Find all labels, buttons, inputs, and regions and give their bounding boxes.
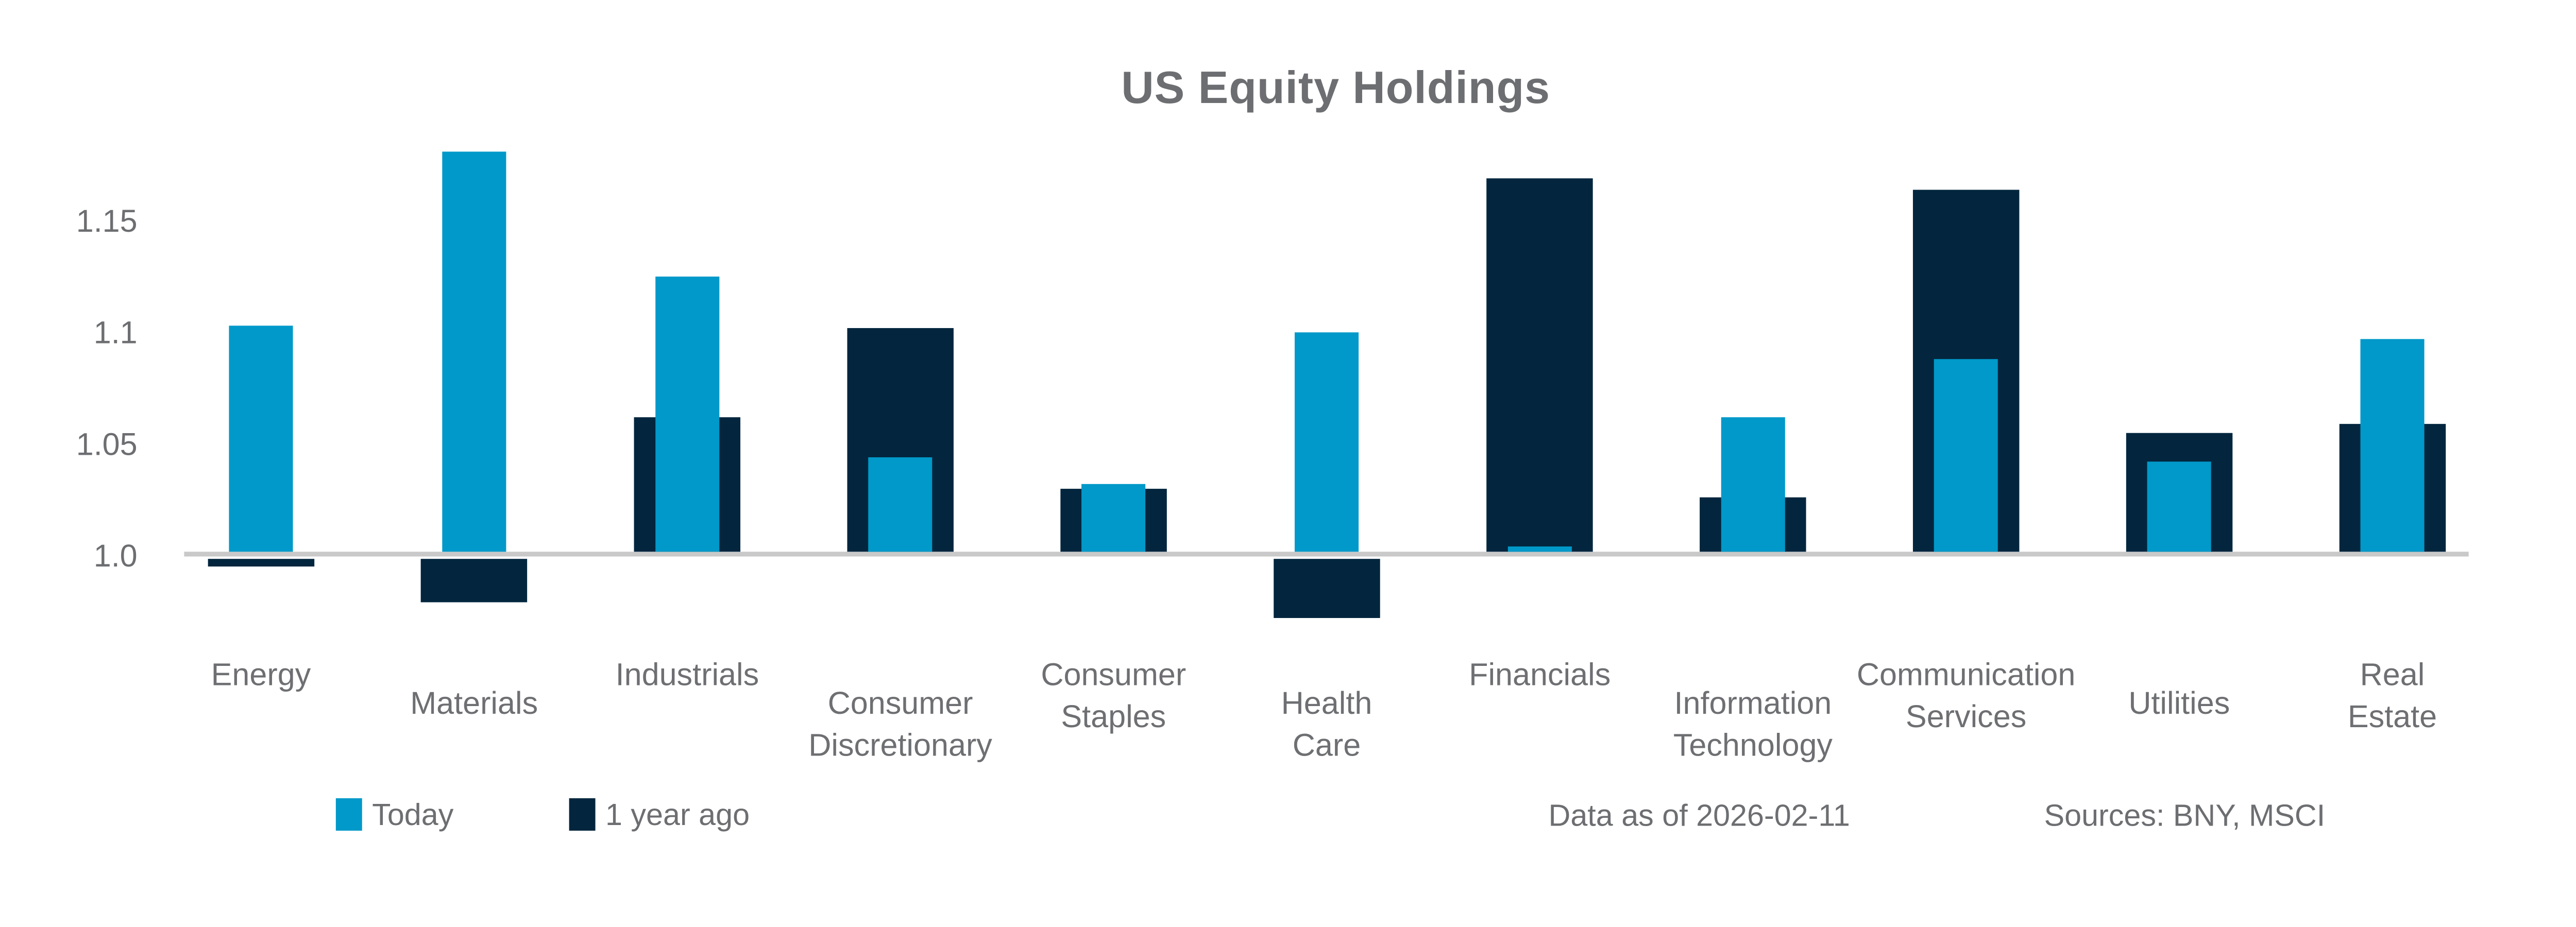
bar-1-year-ago-materials <box>420 559 528 603</box>
legend-label: 1 year ago <box>605 797 750 832</box>
x-axis-label-real-estate: Real Estate <box>2347 657 2437 734</box>
y-axis-tick-label: 1.1 <box>93 315 138 350</box>
x-axis-label-consumer-staples: Consumer Staples <box>1041 657 1187 734</box>
bar-today-energy <box>229 325 293 552</box>
x-axis-label-materials: Materials <box>410 685 538 721</box>
y-axis-tick-label: 1.15 <box>76 203 138 238</box>
legend-swatch-today <box>335 798 362 831</box>
bar-today-communication-services <box>1934 359 1998 552</box>
chart-canvas: US Equity Holdings 1.0 1.05 1.1 1.15 Energy… <box>76 62 2469 833</box>
x-axis-label-utilities: Utilities <box>2128 685 2230 721</box>
bar-today-consumer-staples <box>1081 484 1146 552</box>
x-axis-label-communication-services: Communication Services <box>1856 657 2076 734</box>
bar-1-year-ago-energy <box>208 559 314 567</box>
bar-today-real-estate <box>2360 339 2425 552</box>
x-axis-label-information-technology: Information Technology <box>1673 685 1833 763</box>
y-axis-tick-label: 1.05 <box>76 426 138 462</box>
bar-today-health-care <box>1294 332 1359 552</box>
bar-today-industrials <box>655 277 719 552</box>
bar-today-consumer-discretionary <box>868 457 933 552</box>
bar-today-utilities <box>2147 461 2211 552</box>
bar-1-year-ago-financials <box>1486 178 1593 552</box>
legend-swatch-1-year-ago <box>569 798 596 831</box>
bar-today-financials <box>1507 546 1572 552</box>
x-axis-label-consumer-discretionary: Consumer Discretionary <box>808 685 992 763</box>
chart-title: US Equity Holdings <box>1121 62 1550 113</box>
bar-1-year-ago-health-care <box>1273 559 1380 618</box>
x-axis-label-energy: Energy <box>211 657 311 692</box>
x-axis-label-health-care: Health Care <box>1281 685 1372 763</box>
x-axis-label-industrials: Industrials <box>615 657 759 692</box>
baseline-gridline <box>184 552 2469 557</box>
bar-today-information-technology <box>1721 417 1785 552</box>
legend-label: Today <box>372 797 454 832</box>
sources-label: Sources: BNY, MSCI <box>2044 798 2326 833</box>
y-axis-tick-label: 1.0 <box>93 538 138 573</box>
x-axis-label-financials: Financials <box>1469 657 1611 692</box>
bar-today-materials <box>442 151 506 552</box>
data-as-of-label: Data as of 2026-02-11 <box>1548 798 1850 833</box>
